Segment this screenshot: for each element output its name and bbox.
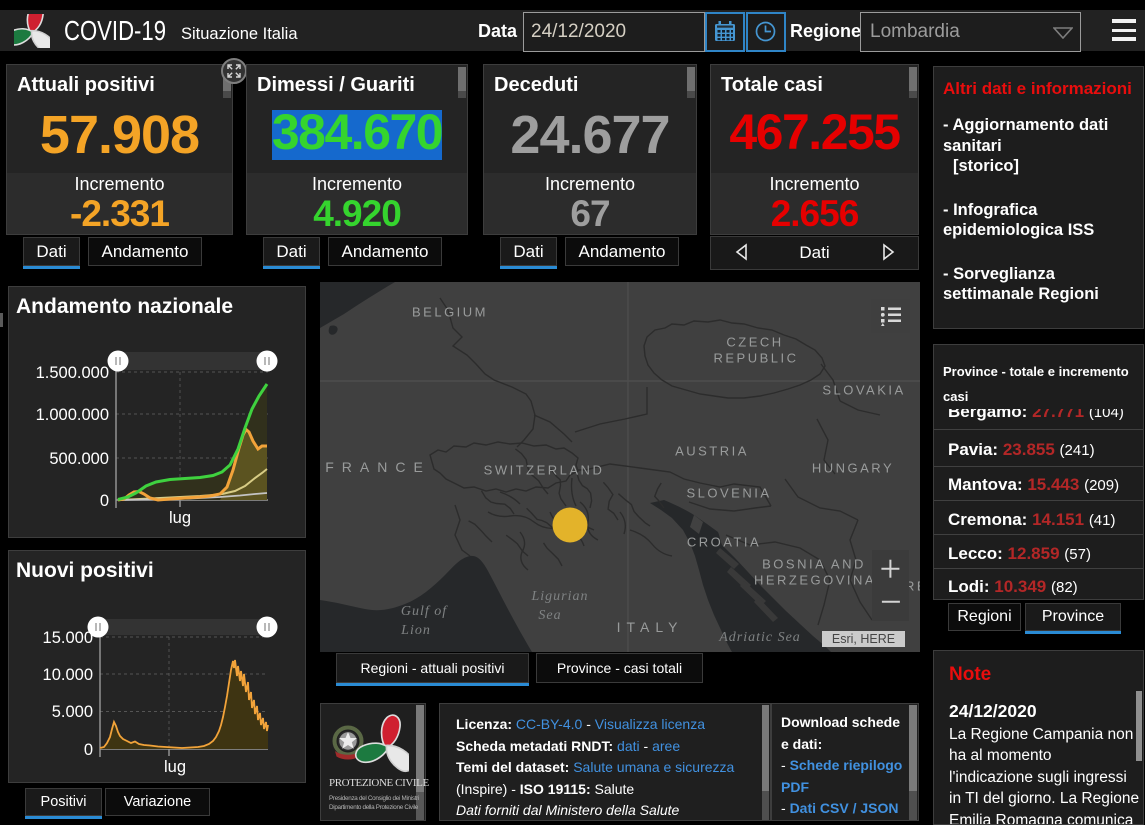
svg-text:0: 0 [84,741,93,759]
svg-text:500.000: 500.000 [49,450,109,468]
svg-text:1.000.000: 1.000.000 [36,406,109,424]
svg-text:lug: lug [164,758,186,776]
svg-text:lug: lug [169,509,191,527]
svg-text:10.000: 10.000 [43,666,93,684]
svg-text:15.000: 15.000 [43,629,93,647]
svg-text:1.500.000: 1.500.000 [36,364,109,382]
svg-text:0: 0 [100,492,109,510]
svg-text:5.000: 5.000 [52,703,93,721]
